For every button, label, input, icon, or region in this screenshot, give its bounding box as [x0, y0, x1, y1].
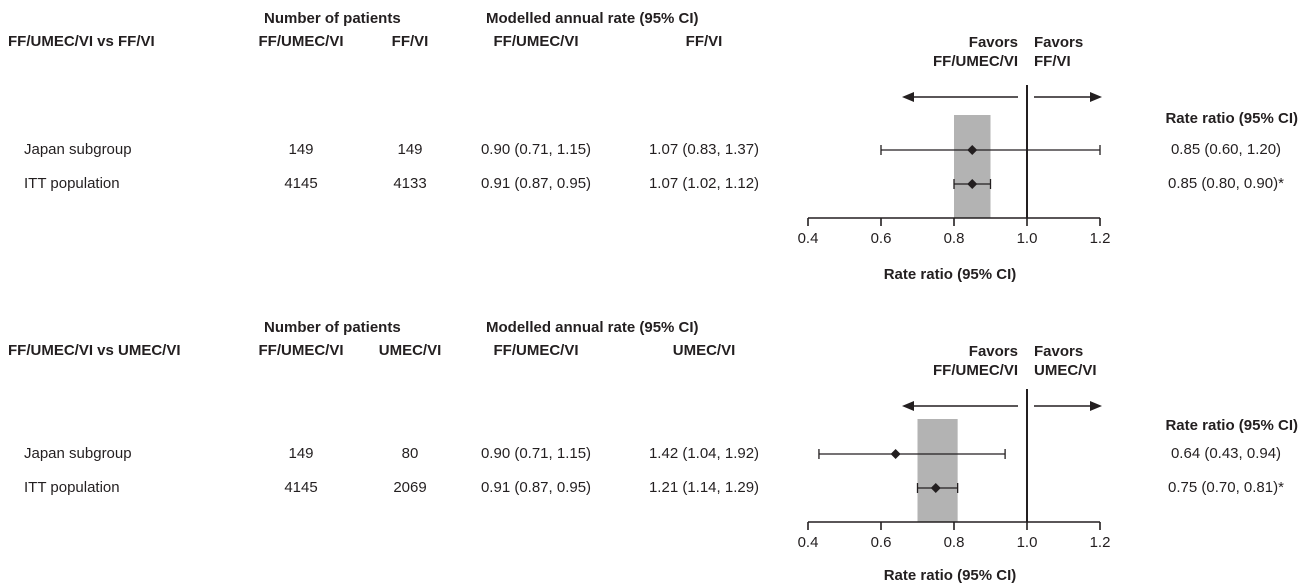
favors-right-label: Favors FF/VI [1034, 33, 1083, 71]
favors-left-line1: Favors [968, 34, 1018, 51]
favors-left-arrowhead [902, 92, 914, 102]
row-label: Japan subgroup [24, 141, 132, 158]
col-header-n-a: FF/UMEC/VI [258, 342, 344, 359]
favors-left-label: Favors FF/UMEC/VI [880, 33, 1018, 71]
ratio-header: Rate ratio (95% CI) [1165, 110, 1298, 127]
row-rate-a: 0.90 (0.71, 1.15) [480, 445, 592, 462]
x-tick-label: 1.2 [1090, 534, 1111, 551]
col-header-n-b: UMEC/VI [378, 342, 442, 359]
group-header-patients: Number of patients [264, 10, 401, 27]
row-n-a: 4145 [284, 479, 318, 496]
point-estimate [890, 449, 901, 459]
row-n-a: 149 [288, 141, 314, 158]
group-header-patients: Number of patients [264, 319, 401, 336]
x-tick-label: 1.0 [1017, 534, 1038, 551]
row-n-b: 80 [401, 445, 419, 462]
col-header-rate-a: FF/UMEC/VI [493, 33, 579, 50]
row-rate-b: 1.07 (0.83, 1.37) [648, 141, 760, 158]
favors-left-line1: Favors [968, 343, 1018, 360]
col-header-n-a: FF/UMEC/VI [258, 33, 344, 50]
group-header-rate: Modelled annual rate (95% CI) [486, 10, 699, 27]
point-estimate [930, 483, 941, 493]
col-header-n-b: FF/VI [391, 33, 429, 50]
favors-right-arrowhead [1090, 401, 1102, 411]
ci-band [954, 115, 991, 218]
row-rate-b: 1.42 (1.04, 1.92) [648, 445, 760, 462]
x-tick-label: 0.8 [944, 534, 965, 551]
favors-left-label: Favors FF/UMEC/VI [880, 342, 1018, 380]
x-tick-label: 1.2 [1090, 230, 1111, 247]
x-tick-label: 0.4 [798, 534, 819, 551]
favors-left-line2: FF/UMEC/VI [933, 53, 1018, 70]
group-header-rate: Modelled annual rate (95% CI) [486, 319, 699, 336]
row-ratio-text: 0.85 (0.80, 0.90)* [1168, 175, 1284, 192]
favors-left-line2: FF/UMEC/VI [933, 362, 1018, 379]
favors-right-arrowhead [1090, 92, 1102, 102]
ratio-header: Rate ratio (95% CI) [1165, 417, 1298, 434]
row-rate-b: 1.07 (1.02, 1.12) [648, 175, 760, 192]
comparison-label: FF/UMEC/VI vs FF/VI [8, 33, 155, 50]
forest-plot: 0.4 0.6 0.8 1.0 1.2 [798, 389, 1111, 551]
favors-left-arrowhead [902, 401, 914, 411]
x-axis-title: Rate ratio (95% CI) [883, 567, 1017, 584]
col-header-rate-a: FF/UMEC/VI [493, 342, 579, 359]
row-rate-a: 0.91 (0.87, 0.95) [480, 479, 592, 496]
ci-band [917, 419, 958, 522]
row-label: ITT population [24, 175, 120, 192]
row-rate-a: 0.90 (0.71, 1.15) [480, 141, 592, 158]
col-header-rate-b: UMEC/VI [672, 342, 736, 359]
forest-panel-umec-vi: Number of patients Modelled annual rate … [0, 292, 1308, 584]
favors-right-line1: Favors [1034, 343, 1084, 360]
forest-plot: 0.4 0.6 0.8 1.0 1.2 [798, 85, 1111, 247]
x-axis-title: Rate ratio (95% CI) [883, 266, 1017, 283]
comparison-label: FF/UMEC/VI vs UMEC/VI [8, 342, 181, 359]
point-estimate [967, 145, 978, 155]
point-estimate [967, 179, 978, 189]
row-rate-b: 1.21 (1.14, 1.29) [648, 479, 760, 496]
row-n-b: 2069 [393, 479, 427, 496]
row-n-b: 4133 [393, 175, 427, 192]
favors-right-label: Favors UMEC/VI [1034, 342, 1097, 380]
x-tick-label: 1.0 [1017, 230, 1038, 247]
row-ratio-text: 0.64 (0.43, 0.94) [1170, 445, 1282, 462]
row-n-a: 4145 [284, 175, 318, 192]
row-label: Japan subgroup [24, 445, 132, 462]
forest-panel-ff-vi: Number of patients Modelled annual rate … [0, 0, 1308, 292]
x-tick-label: 0.6 [871, 534, 892, 551]
favors-right-line2: FF/VI [1034, 53, 1071, 70]
row-label: ITT population [24, 479, 120, 496]
col-header-rate-b: FF/VI [685, 33, 723, 50]
x-tick-label: 0.8 [944, 230, 965, 247]
row-n-a: 149 [288, 445, 314, 462]
x-tick-label: 0.4 [798, 230, 819, 247]
row-rate-a: 0.91 (0.87, 0.95) [480, 175, 592, 192]
row-ratio-text: 0.75 (0.70, 0.81)* [1168, 479, 1284, 496]
row-n-b: 149 [397, 141, 423, 158]
row-ratio-text: 0.85 (0.60, 1.20) [1170, 141, 1282, 158]
x-tick-label: 0.6 [871, 230, 892, 247]
favors-right-line1: Favors [1034, 34, 1084, 51]
favors-right-line2: UMEC/VI [1034, 362, 1097, 379]
